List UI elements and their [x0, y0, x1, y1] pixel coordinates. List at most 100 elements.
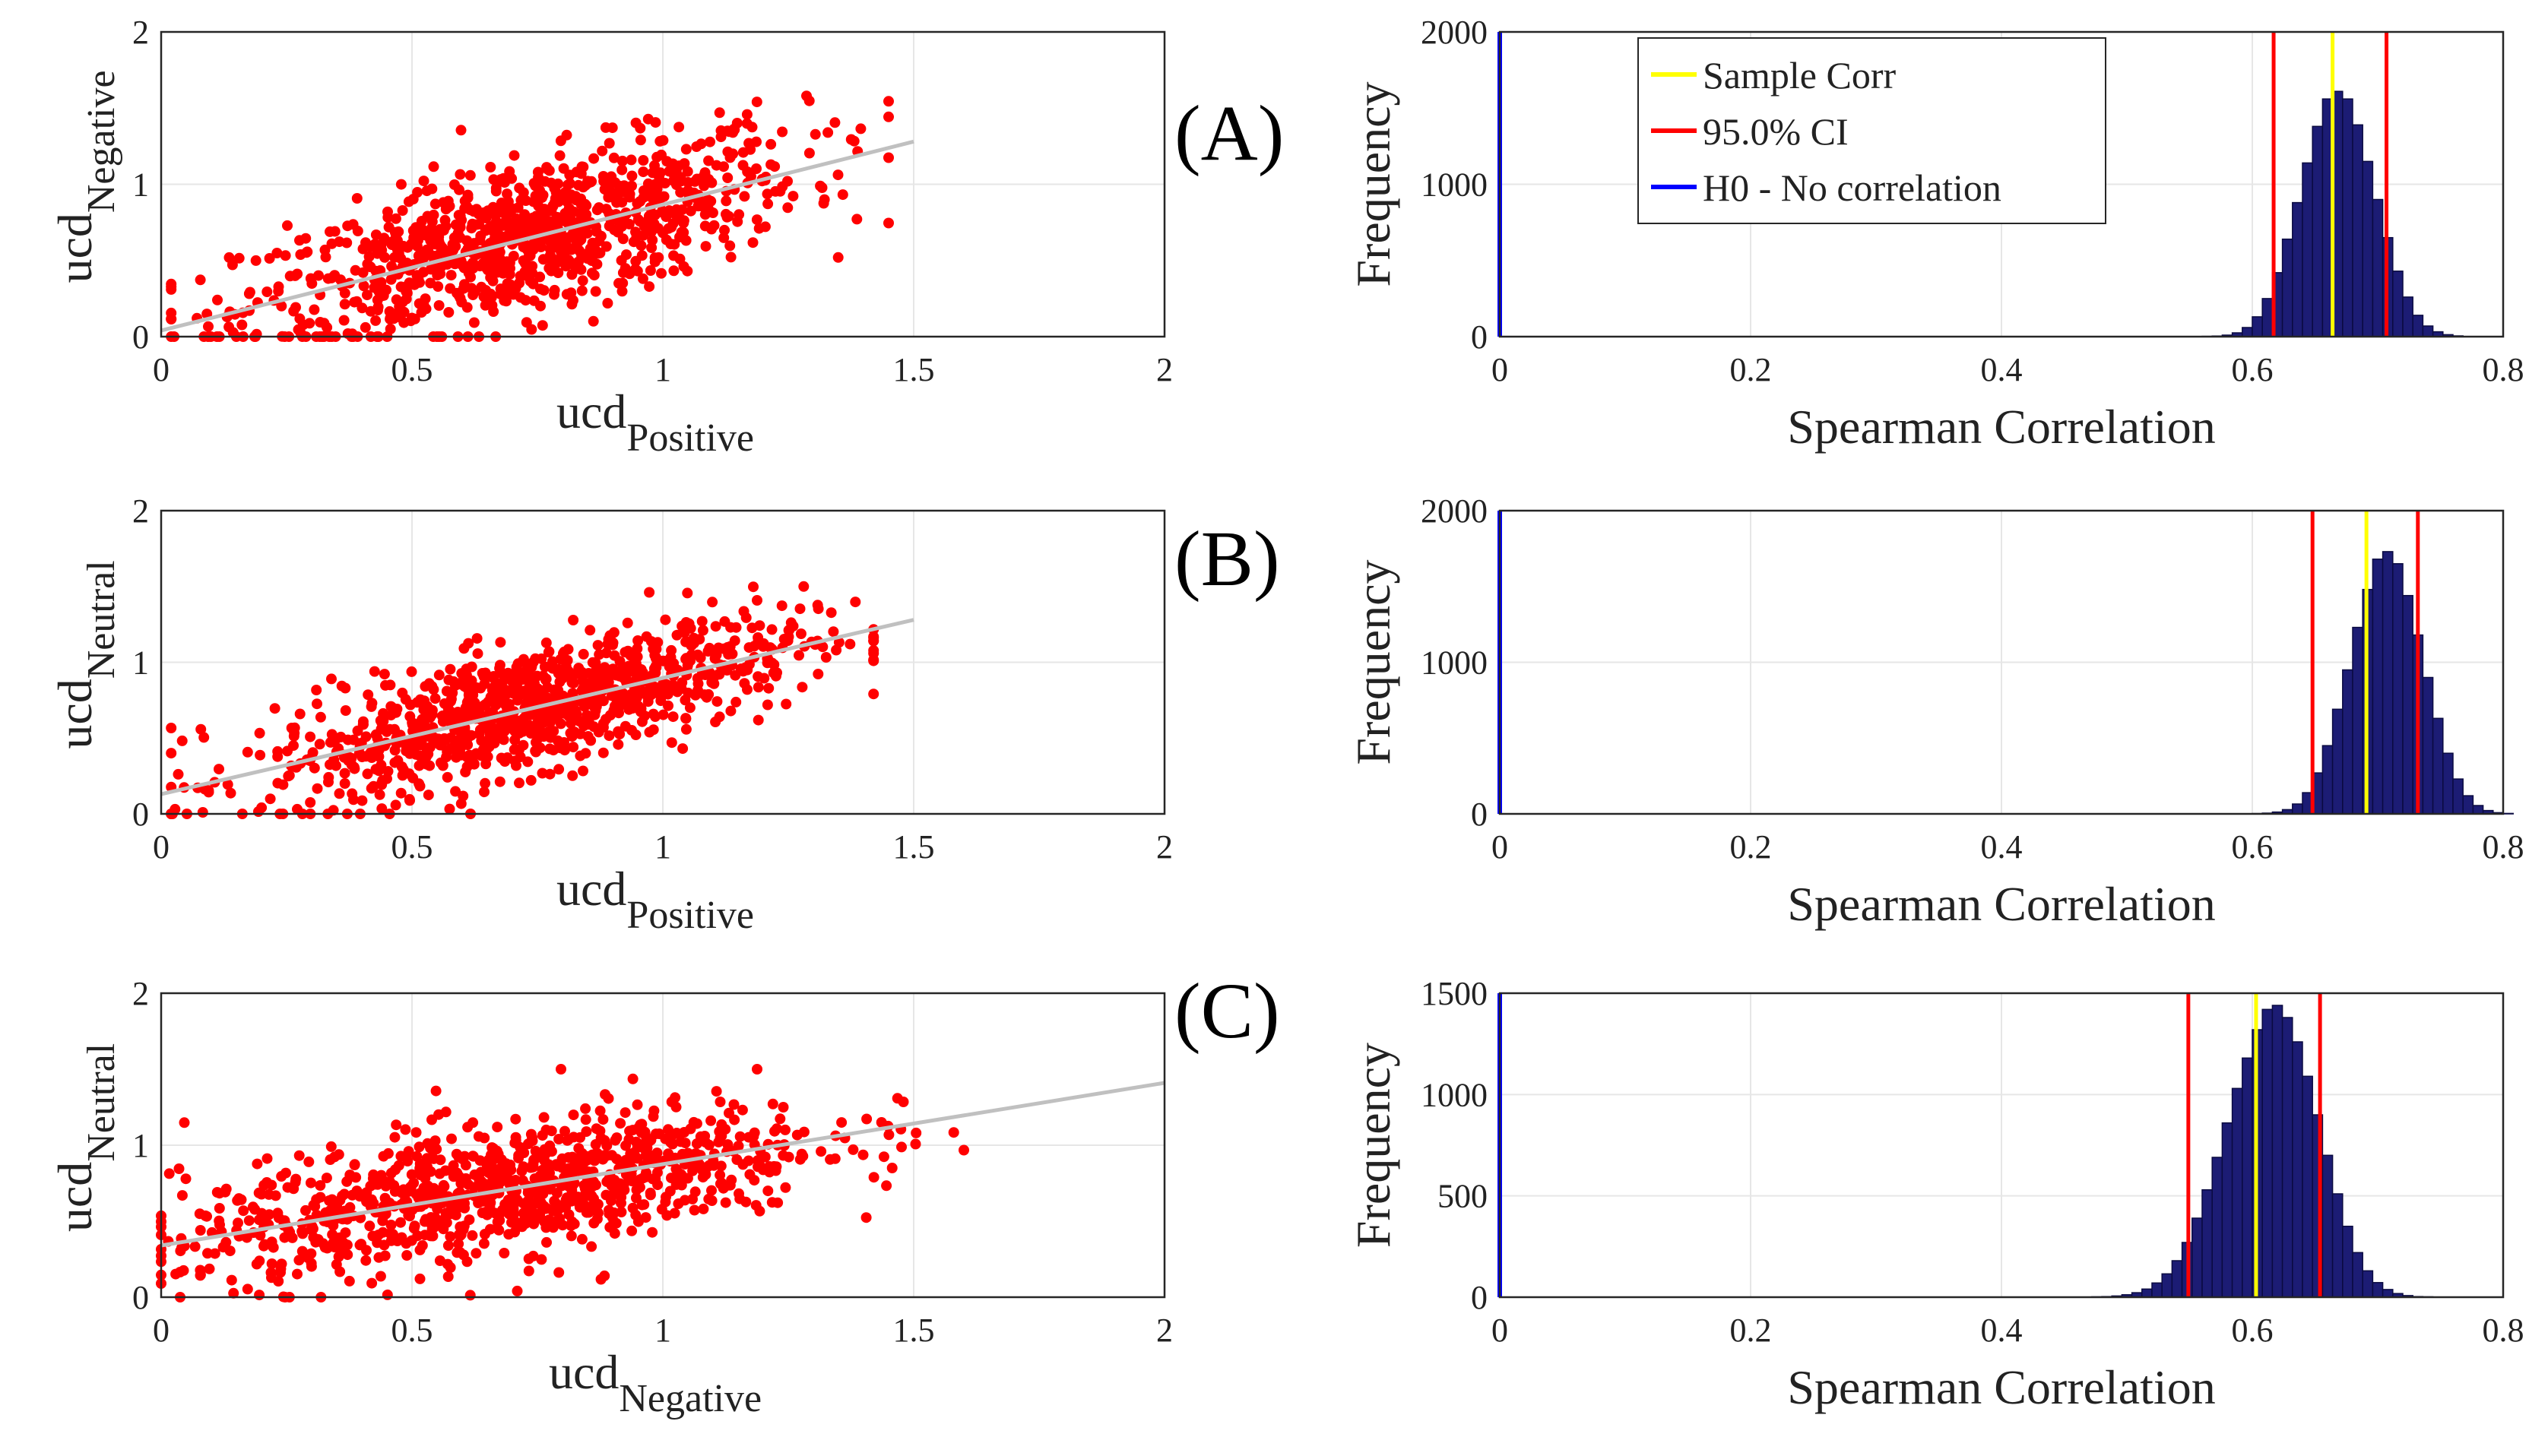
- scatter-point: [471, 748, 482, 759]
- scatter-point: [386, 701, 398, 713]
- scatter-point: [581, 209, 592, 220]
- x-axis-label: Spearman Correlation: [1787, 1360, 2215, 1414]
- scatter-point: [571, 166, 582, 178]
- y-tick-label: 1000: [1421, 166, 1488, 204]
- scatter-point: [566, 287, 577, 299]
- scatter-point: [775, 185, 786, 197]
- scatter-point: [604, 730, 615, 742]
- scatter-point: [440, 1208, 452, 1219]
- scatter-point: [290, 302, 301, 313]
- scatter-point: [619, 214, 629, 226]
- scatter-point: [648, 218, 660, 229]
- scatter-point: [538, 1201, 550, 1212]
- scatter-point: [586, 255, 597, 266]
- scatter-point: [598, 176, 610, 187]
- scatter-point: [638, 155, 649, 166]
- scatter-point: [303, 1156, 315, 1167]
- scatter-point: [619, 180, 630, 191]
- scatter-point: [635, 1139, 647, 1151]
- scatter-point: [651, 1147, 663, 1159]
- scatter-point: [788, 191, 799, 202]
- scatter-point: [826, 607, 837, 619]
- scatter-point: [445, 693, 457, 704]
- scatter-point: [393, 1160, 404, 1171]
- scatter-point: [464, 1290, 476, 1301]
- scatter-point: [796, 1148, 807, 1160]
- y-axis-label: ucdNeutral: [48, 1043, 123, 1232]
- scatter-point: [602, 298, 613, 309]
- scatter-point: [601, 647, 612, 659]
- scatter-point: [408, 1223, 420, 1234]
- scatter-point: [407, 739, 419, 751]
- scatter-point: [791, 1129, 803, 1141]
- scatter-point: [445, 1262, 456, 1273]
- scatter-point: [307, 1223, 318, 1234]
- scatter-point: [494, 1214, 505, 1226]
- scatter-point: [261, 1153, 273, 1164]
- scatter-point: [647, 167, 658, 179]
- scatter-point: [537, 320, 548, 331]
- histogram-bar: [2352, 626, 2363, 815]
- scatter-point: [455, 1229, 467, 1240]
- scatter-point: [420, 293, 431, 305]
- scatter-point: [708, 220, 720, 231]
- scatter-point: [369, 239, 381, 250]
- scatter-point: [288, 730, 299, 742]
- histogram-bar: [2261, 298, 2274, 337]
- scatter-point: [577, 275, 588, 286]
- scatter-point: [758, 641, 769, 652]
- scatter-point: [592, 1207, 604, 1218]
- scatter-point: [488, 174, 499, 185]
- scatter-point: [627, 1202, 639, 1214]
- scatter-point: [510, 1113, 521, 1125]
- scatter-point: [778, 634, 790, 644]
- scatter-point: [608, 1216, 620, 1227]
- scatter-point: [781, 698, 792, 710]
- scatter-point: [702, 195, 714, 205]
- scatter-point: [682, 265, 693, 277]
- scatter-point: [547, 257, 558, 268]
- scatter-point: [764, 1166, 775, 1178]
- scatter-point: [370, 764, 382, 775]
- scatter-point: [477, 1208, 488, 1218]
- scatter-point: [597, 747, 609, 758]
- scatter-point: [411, 1151, 423, 1162]
- scatter-point: [778, 1102, 789, 1113]
- scatter-point: [372, 279, 383, 290]
- scatter-point: [820, 652, 832, 663]
- scatter-point: [564, 178, 575, 189]
- scatter-point: [363, 689, 374, 701]
- scatter-point: [400, 694, 411, 705]
- histogram-bar: [2331, 708, 2344, 815]
- scatter-point: [418, 176, 429, 187]
- y-tick-label: 2: [132, 14, 149, 51]
- scatter-point: [458, 643, 470, 654]
- scatter-point: [254, 1255, 265, 1267]
- scatter-point: [886, 1163, 898, 1173]
- scatter-point: [360, 1255, 372, 1266]
- scatter-point: [667, 711, 679, 723]
- scatter-point: [266, 1258, 277, 1269]
- scatter-point: [537, 1130, 548, 1141]
- scatter-point: [485, 220, 496, 232]
- scatter-point: [722, 173, 734, 183]
- scatter-point: [362, 290, 372, 301]
- x-tick-label: 1: [654, 1312, 671, 1349]
- scatter-point: [868, 688, 879, 700]
- scatter-point: [751, 214, 762, 226]
- scatter-point: [566, 215, 577, 226]
- scatter-point: [434, 1255, 445, 1266]
- scatter-point: [850, 597, 861, 608]
- x-tick-label: 0.8: [2483, 828, 2524, 866]
- histogram-bar: [2292, 803, 2303, 815]
- scatter-point: [611, 1154, 623, 1165]
- scatter-point: [636, 1199, 648, 1211]
- histogram-bar: [2502, 812, 2514, 815]
- scatter-point: [780, 1182, 791, 1193]
- scatter-point: [467, 1151, 479, 1162]
- scatter-point: [288, 740, 299, 752]
- scatter-point: [378, 707, 389, 719]
- scatter-point: [644, 281, 655, 293]
- scatter-point: [568, 206, 579, 217]
- scatter-point: [620, 1158, 631, 1170]
